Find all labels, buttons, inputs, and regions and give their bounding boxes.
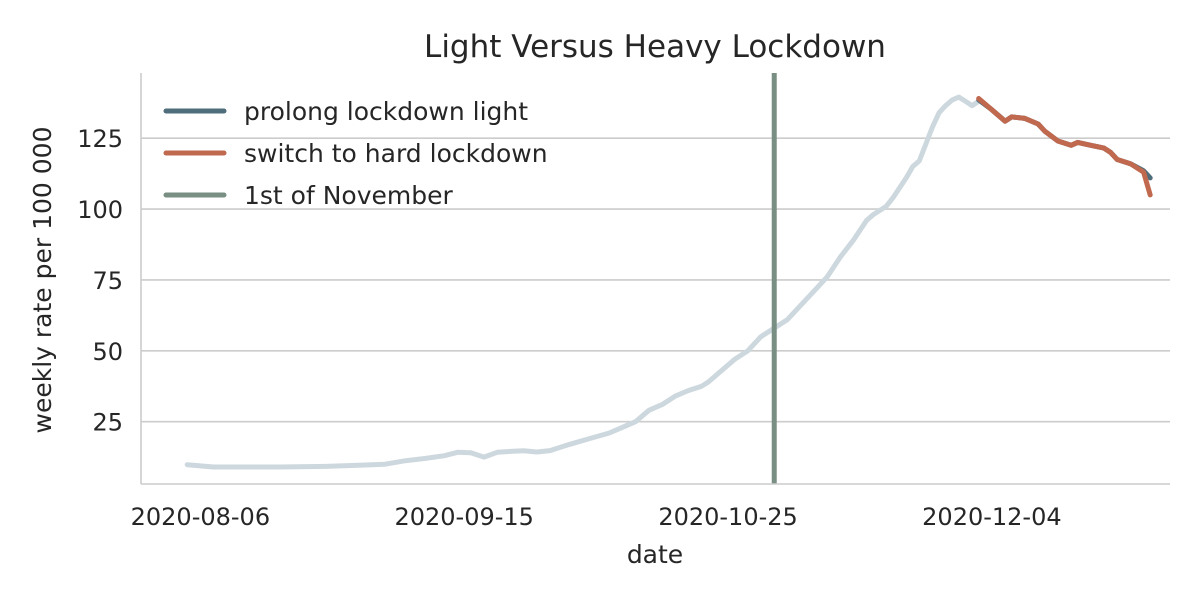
y-tick-label: 50 — [92, 338, 123, 366]
legend-label: 1st of November — [244, 181, 453, 210]
series-group — [184, 73, 1153, 484]
y-tick-label: 75 — [92, 267, 123, 295]
x-tick-label: 2020-08-06 — [131, 503, 270, 531]
legend-label: switch to hard lockdown — [244, 139, 548, 168]
y-tick-label: 25 — [92, 409, 123, 437]
axes: 25 50 75 100 125 2020-08-06 2020-09-15 2020-10-… — [77, 73, 1170, 531]
series-line-switch-to-hard-lockdown — [976, 96, 1153, 198]
legend: prolong lockdown light switch to hard loc… — [163, 97, 548, 210]
legend-label: prolong lockdown light — [244, 97, 528, 126]
chart-title: Light Versus Heavy Lockdown — [424, 29, 886, 65]
x-axis-label: date — [627, 540, 683, 569]
y-axis-label: weekly rate per 100 000 — [28, 127, 57, 434]
y-tick-label: 125 — [77, 125, 123, 153]
x-tick-label: 2020-10-25 — [658, 503, 797, 531]
x-tick-label: 2020-12-04 — [922, 503, 1061, 531]
y-tick-label: 100 — [77, 196, 123, 224]
series-line-history — [184, 94, 982, 470]
gridlines — [141, 137, 1170, 423]
x-tick-label: 2020-09-15 — [394, 503, 533, 531]
